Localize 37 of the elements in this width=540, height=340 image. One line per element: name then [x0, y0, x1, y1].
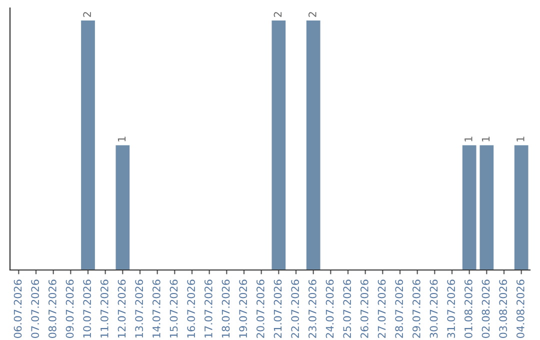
data-label: 1 — [482, 136, 490, 142]
x-tick-label: 12.07.2026 — [118, 280, 126, 338]
x-tick-label: 16.07.2026 — [187, 280, 196, 338]
data-label: 2 — [308, 12, 316, 17]
x-tick-label: 19.07.2026 — [239, 280, 248, 338]
x-tick-label: 04.08.2026 — [516, 280, 524, 338]
x-tick-label: 17.07.2026 — [204, 280, 212, 338]
data-label: 2 — [274, 12, 282, 17]
x-tick-label: 02.08.2026 — [482, 280, 490, 338]
x-tick-label: 18.07.2026 — [222, 280, 230, 338]
x-tick-label: 11.07.2026 — [100, 280, 108, 338]
x-tick-label: 09.07.2026 — [66, 280, 74, 338]
x-tick-label: 07.07.2026 — [31, 280, 40, 338]
x-tick-label: 28.07.2026 — [395, 280, 404, 338]
data-label: 1 — [118, 136, 126, 142]
data-label: 1 — [516, 136, 524, 142]
x-tick-label: 01.08.2026 — [464, 280, 472, 338]
data-label: 2 — [83, 12, 91, 17]
x-tick-label: 31.07.2026 — [447, 280, 456, 338]
x-tick-label: 14.07.2026 — [152, 280, 160, 338]
x-tick-label: 20.07.2026 — [256, 280, 264, 338]
x-tick-label: 23.07.2026 — [308, 280, 316, 338]
x-tick-label: 24.07.2026 — [326, 280, 334, 338]
x-tick-label: 03.08.2026 — [499, 280, 508, 338]
x-tick-label: 21.07.2026 — [274, 280, 282, 338]
data-label: 1 — [464, 136, 472, 142]
x-tick-label: 22.07.2026 — [291, 280, 300, 338]
x-tick-label: 10.07.2026 — [83, 280, 92, 338]
x-tick-label: 27.07.2026 — [378, 280, 386, 338]
x-tick-label: 13.07.2026 — [135, 280, 144, 338]
x-tick-label: 06.07.2026 — [14, 280, 22, 338]
x-tick-label: 26.07.2026 — [360, 280, 368, 338]
x-tick-label: 15.07.2026 — [170, 280, 178, 338]
x-tick-label: 29.07.2026 — [412, 280, 420, 338]
x-tick-label: 25.07.2026 — [343, 280, 352, 338]
x-tick-label: 08.07.2026 — [48, 280, 56, 338]
x-tick-label: 30.07.2026 — [430, 280, 438, 338]
